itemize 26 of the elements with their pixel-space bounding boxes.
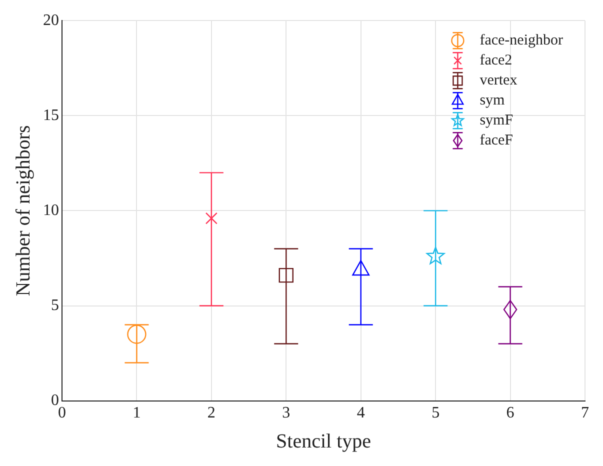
x-tick-label: 6 (506, 404, 514, 422)
point (127, 324, 146, 344)
y-axis-title: Number of neighbors (12, 124, 34, 296)
legend-label: symF (480, 112, 514, 129)
point (352, 260, 370, 276)
y-tick-label: 20 (43, 12, 59, 29)
point (278, 268, 294, 283)
x-tick-label: 3 (282, 404, 290, 422)
point (503, 300, 518, 320)
legend-label: face2 (480, 52, 512, 69)
point (205, 212, 218, 224)
x-tick-label: 1 (132, 404, 141, 422)
x-tick-label: 2 (207, 404, 216, 422)
x-tick-label: 7 (581, 404, 589, 422)
y-tick-label: 0 (51, 392, 59, 410)
legend-label: vertex (480, 72, 518, 89)
legend-label: faceF (480, 132, 514, 149)
legend-label: face-neighbor (480, 32, 564, 49)
point (426, 246, 445, 264)
y-tick-label: 5 (51, 296, 59, 314)
y-tick-label: 15 (43, 106, 59, 124)
y-tick-label: 10 (43, 202, 59, 219)
x-tick-label: 5 (432, 404, 440, 422)
x-tick-label: 4 (356, 404, 365, 422)
legend-label: sym (480, 92, 506, 109)
x-axis-title: Stencil type (276, 430, 372, 452)
